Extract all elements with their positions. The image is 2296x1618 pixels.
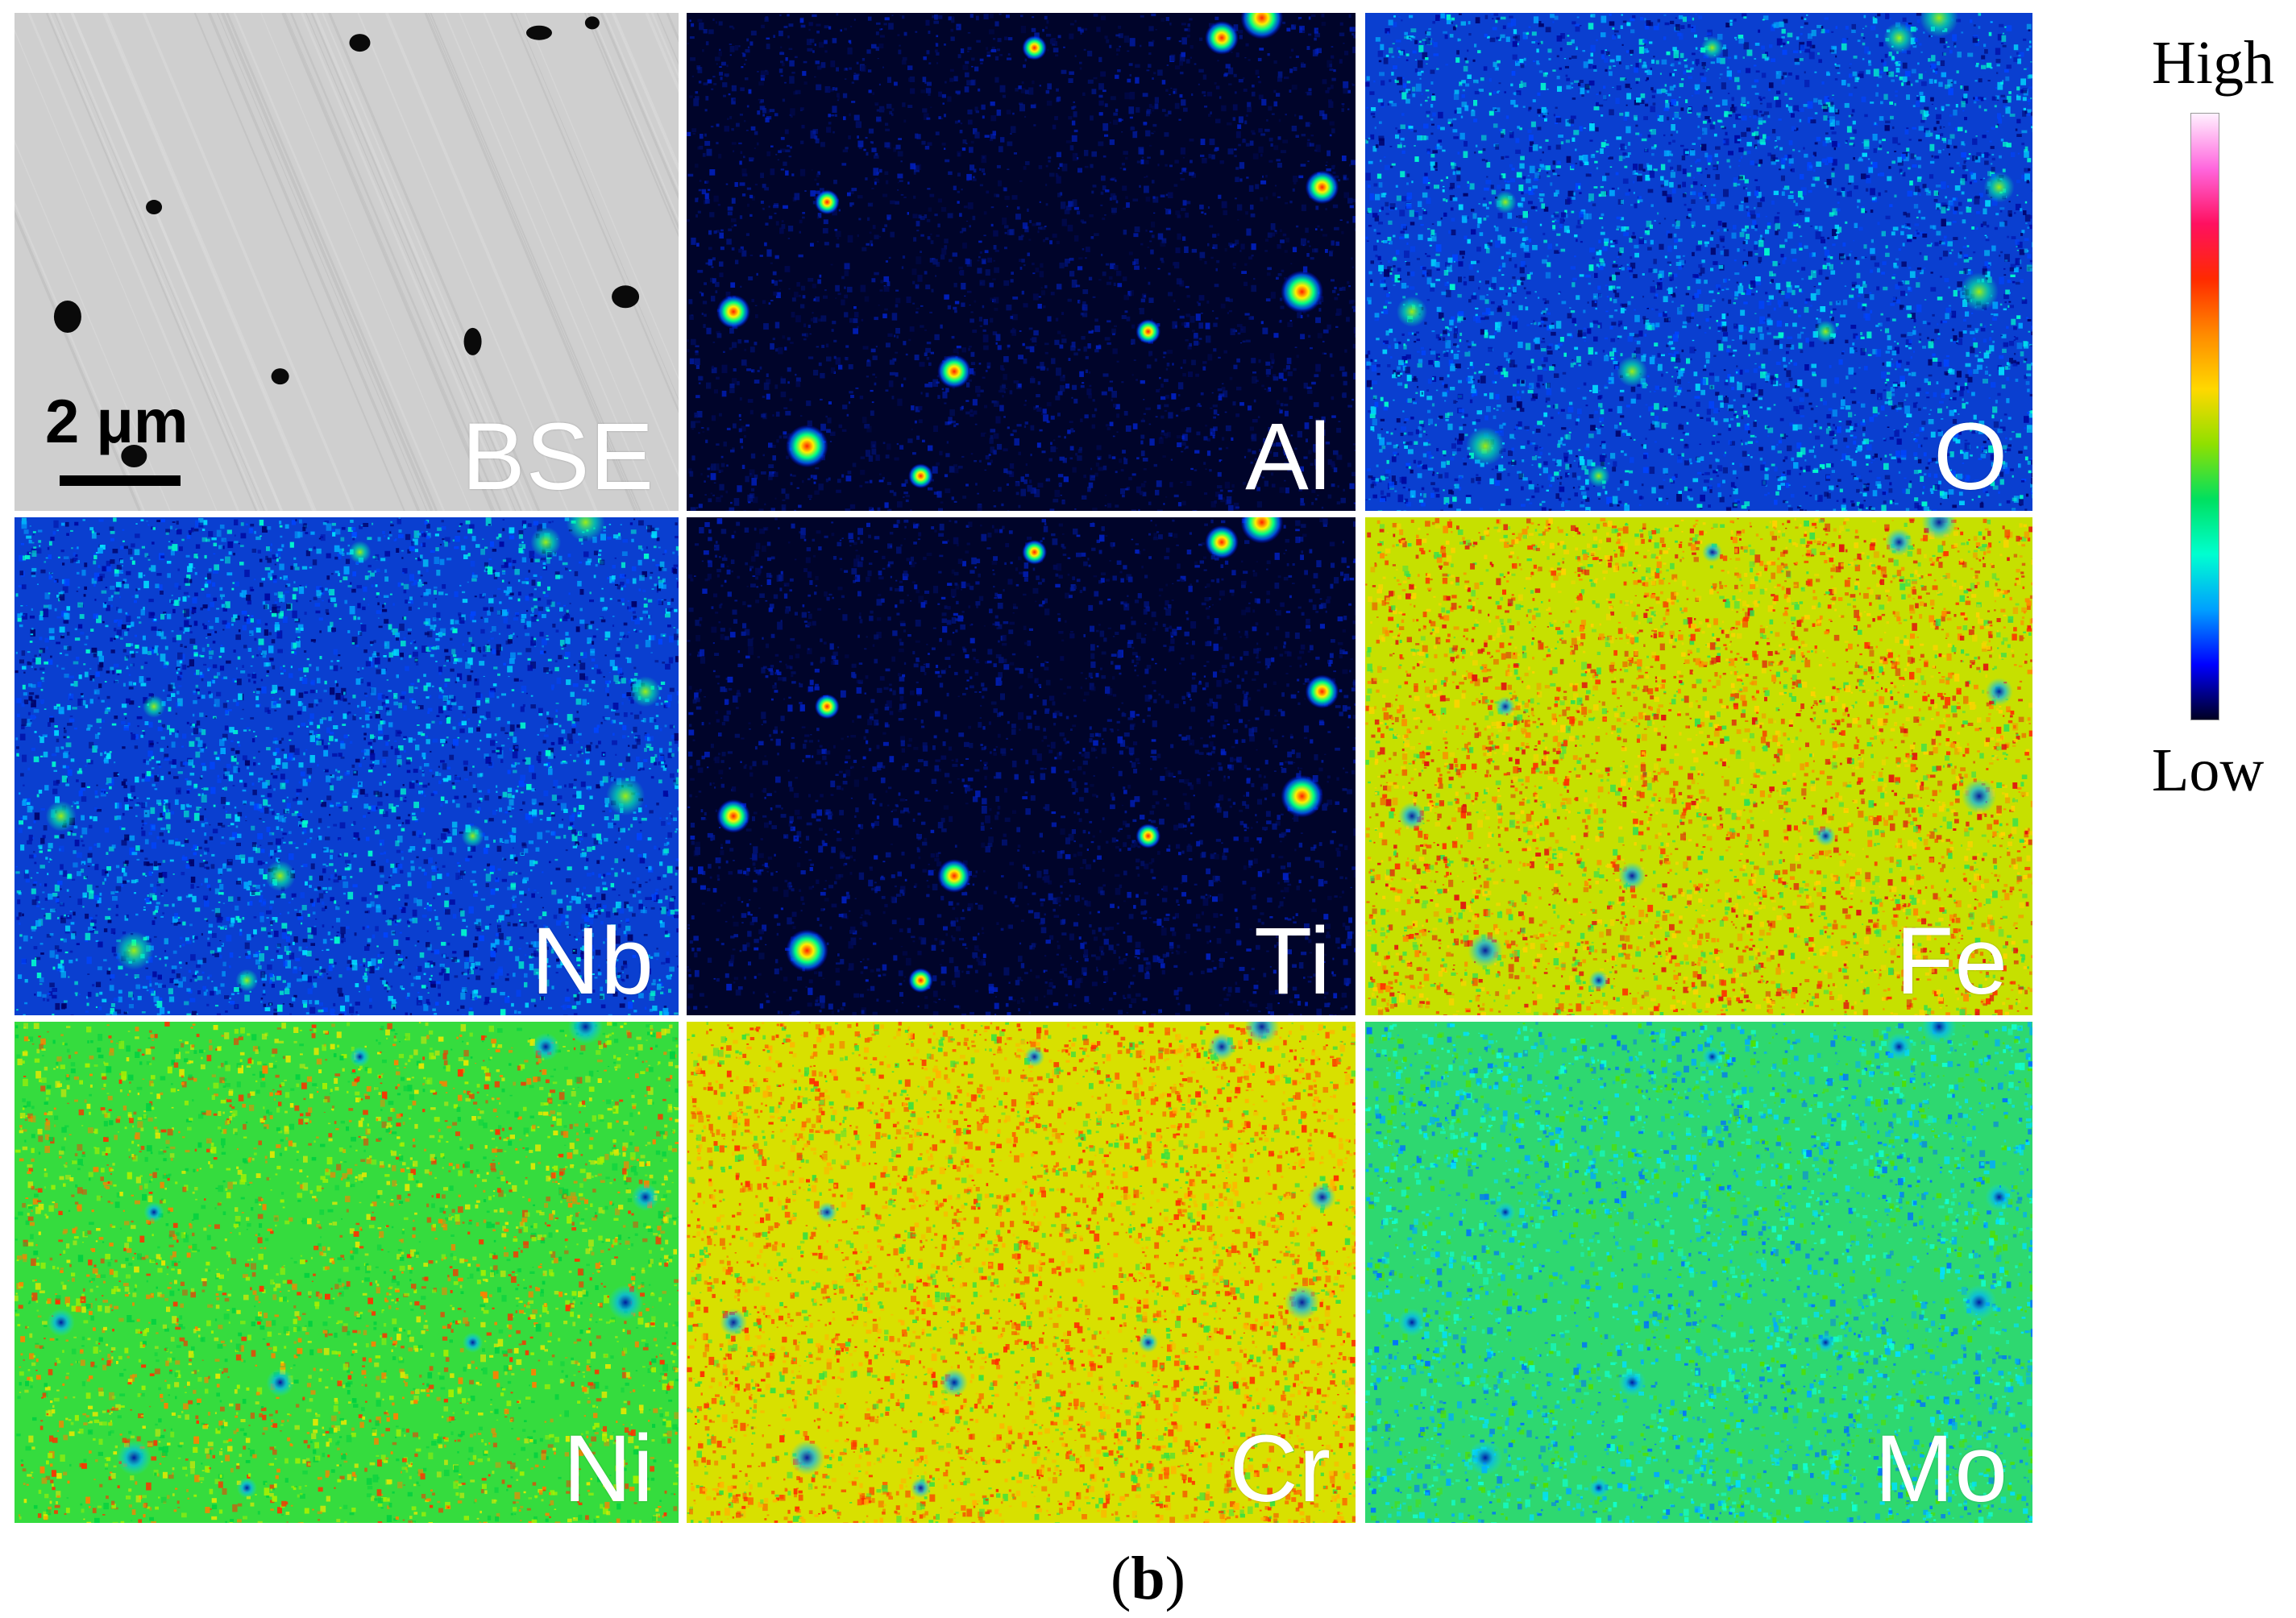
o-map — [1365, 13, 2032, 511]
panel-label-cr: Cr — [1229, 1421, 1331, 1516]
mo-map-panel: Mo — [1365, 1022, 2032, 1523]
mo-map — [1365, 1022, 2032, 1523]
panel-label-fe: Fe — [1895, 914, 2008, 1009]
o-map-panel: O — [1365, 13, 2032, 511]
ni-map — [15, 1022, 679, 1523]
bse-image-panel: 2 μm BSE — [15, 13, 679, 511]
fe-map — [1365, 517, 2032, 1015]
bse-image — [15, 13, 679, 511]
caption-letter: b — [1131, 1545, 1165, 1612]
panel-label-mo: Mo — [1875, 1421, 2008, 1516]
caption-close-paren: ) — [1165, 1545, 1185, 1612]
panel-label-ti: Ti — [1254, 914, 1331, 1009]
intensity-colorbar — [2190, 113, 2219, 720]
colorbar-high-label: High — [2152, 32, 2274, 93]
scale-bar-label: 2 μm — [45, 392, 188, 453]
ni-map-panel: Ni — [15, 1022, 679, 1523]
ti-map — [687, 517, 1356, 1015]
caption-open-paren: ( — [1111, 1545, 1131, 1612]
fe-map-panel: Fe — [1365, 517, 2032, 1015]
panel-label-bse: BSE — [462, 409, 654, 504]
figure-caption: (b) — [0, 1544, 2296, 1614]
panel-label-ni: Ni — [563, 1421, 654, 1516]
panel-label-o: O — [1933, 409, 2008, 504]
colorbar-low-label: Low — [2152, 740, 2264, 801]
panel-label-al: Al — [1245, 409, 1331, 504]
cr-map-panel: Cr — [687, 1022, 1356, 1523]
panel-label-nb: Nb — [531, 914, 654, 1009]
cr-map — [687, 1022, 1356, 1523]
al-map — [687, 13, 1356, 511]
scale-bar-line — [60, 475, 181, 486]
al-map-panel: Al — [687, 13, 1356, 511]
ti-map-panel: Ti — [687, 517, 1356, 1015]
nb-map-panel: Nb — [15, 517, 679, 1015]
nb-map — [15, 517, 679, 1015]
